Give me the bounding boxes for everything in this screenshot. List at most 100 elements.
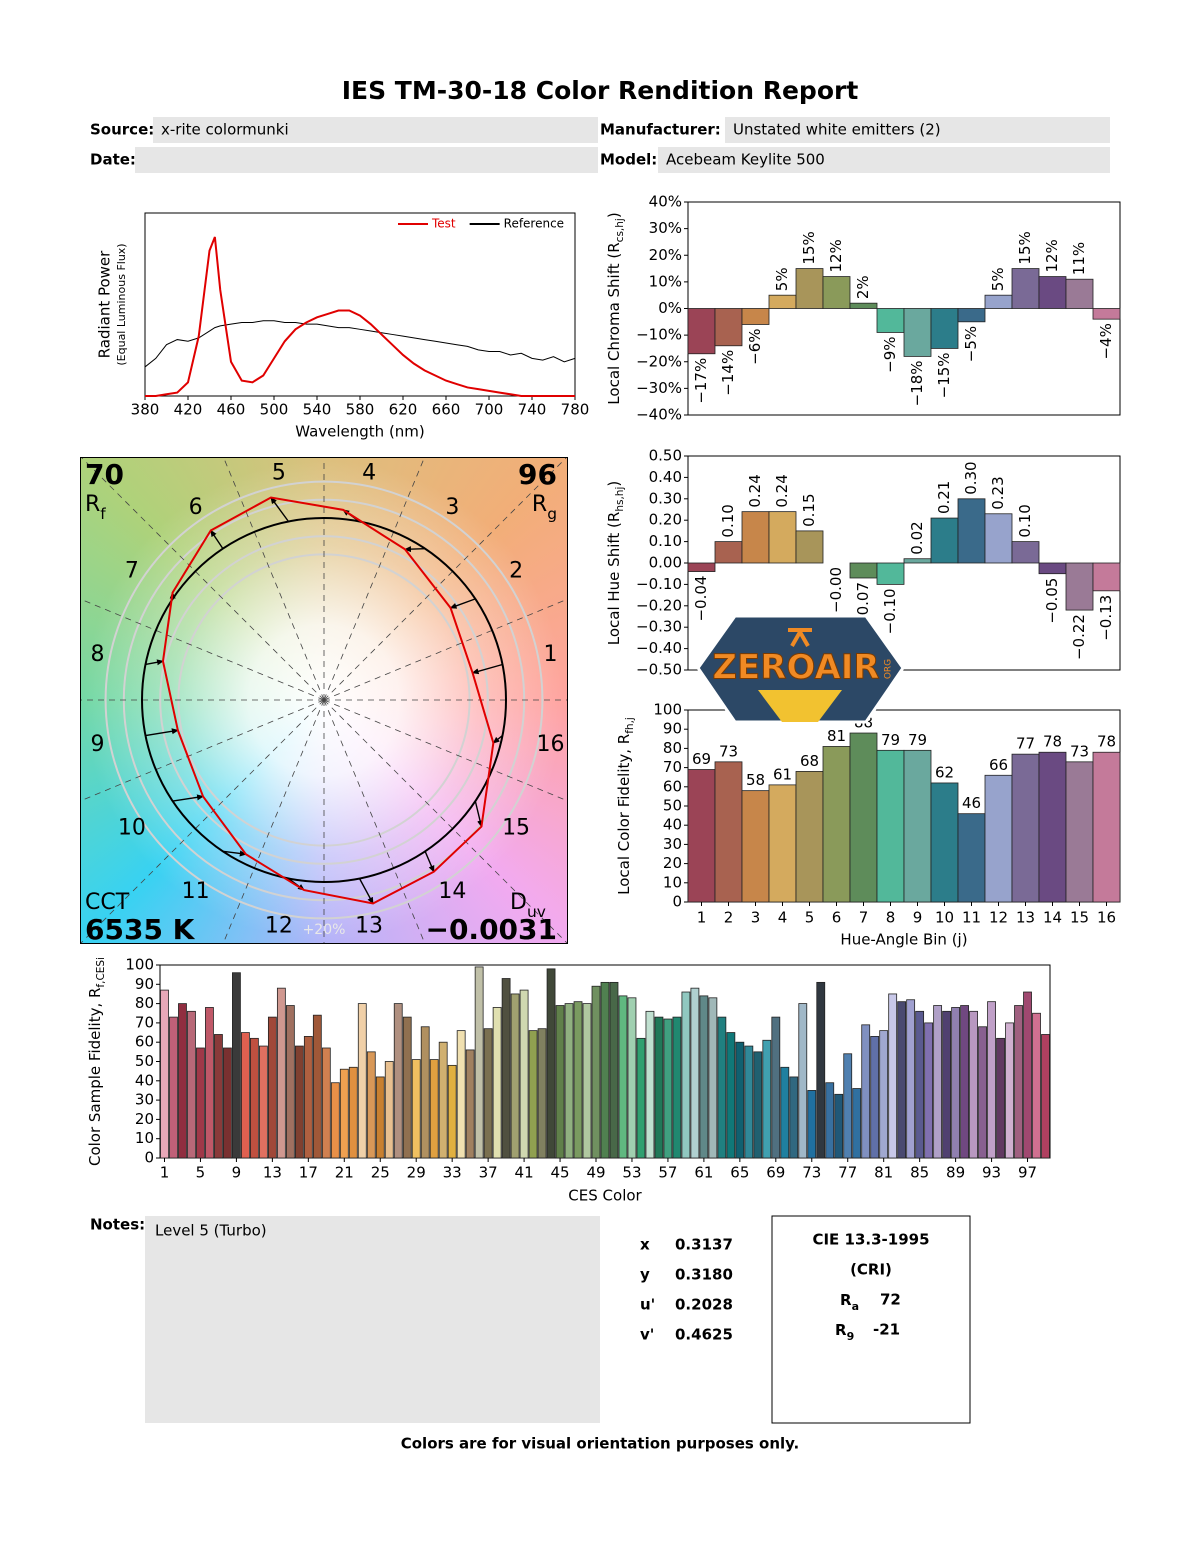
bar	[708, 997, 718, 1159]
bar	[627, 997, 637, 1159]
bar	[1041, 1034, 1050, 1159]
y-tick-label: 0.00	[649, 554, 682, 572]
bar	[876, 749, 905, 903]
shift-arrow	[358, 878, 374, 905]
legend-label: Reference	[504, 217, 564, 231]
y-tick-label: 100	[125, 956, 154, 974]
bar	[411, 1059, 421, 1159]
bar	[942, 1010, 952, 1159]
bin-label: 16	[537, 732, 565, 757]
field-label: Date:	[90, 151, 136, 169]
bin-divider	[81, 458, 325, 701]
rg-label-part: R	[532, 492, 547, 517]
ring	[104, 480, 544, 920]
bar	[555, 1005, 565, 1159]
x-tick-label: 580	[346, 401, 375, 419]
data-label: 78	[1097, 733, 1116, 751]
shift-arrow	[474, 800, 483, 828]
bar	[903, 749, 932, 903]
bar	[1005, 1022, 1014, 1159]
x-tick-label: 14	[1043, 909, 1062, 927]
data-label: −0.04	[692, 576, 710, 622]
y-tick-label: −0.50	[636, 661, 682, 679]
bar	[1011, 268, 1040, 309]
bar	[519, 989, 529, 1159]
y-axis-label-part: cs,hj	[614, 218, 626, 242]
bar	[714, 308, 743, 347]
x-tick-label: 97	[1018, 1164, 1037, 1182]
x-tick-label: 3	[751, 909, 761, 927]
y-axis-label: Local Chroma Shift (Rcs,hj)	[605, 212, 627, 404]
x-tick-label: 1	[697, 909, 707, 927]
x-tick-label: 33	[443, 1164, 462, 1182]
x-tick-label: 13	[1016, 909, 1035, 927]
bar	[384, 1061, 394, 1159]
bar	[528, 1030, 538, 1159]
y-tick-label: −40%	[636, 406, 682, 424]
bar	[1038, 751, 1067, 903]
field-label: Model:	[600, 151, 657, 169]
x-tick-label: 89	[946, 1164, 965, 1182]
y-tick-label: −20%	[636, 352, 682, 370]
bar	[924, 1022, 934, 1159]
logo-tag: ORG	[884, 659, 894, 679]
chromaticity-value: 0.3137	[675, 1236, 733, 1254]
field-value: Unstated white emitters (2)	[733, 121, 941, 139]
x-tick-label: 9	[232, 1164, 242, 1182]
bin-label: 5	[272, 460, 286, 485]
shift-arrow	[424, 851, 435, 873]
x-tick-label: 5	[805, 909, 815, 927]
bar	[249, 1037, 259, 1159]
bar	[687, 769, 716, 903]
plot-frame	[144, 212, 576, 397]
y-tick-label: 90	[663, 720, 682, 738]
data-label: 62	[935, 763, 954, 781]
bar	[822, 276, 851, 309]
ra-value: 72	[880, 1291, 901, 1309]
data-label: 0.15	[800, 493, 818, 526]
x-tick-label: 500	[260, 401, 289, 419]
bar	[672, 1016, 682, 1159]
bar	[735, 1041, 745, 1159]
bar	[375, 1076, 385, 1159]
data-label: 79	[881, 731, 900, 749]
y-tick-label: 0.40	[649, 468, 682, 486]
data-label: 5%	[773, 267, 791, 291]
x-tick-label: 17	[299, 1164, 318, 1182]
r9-value: -21	[873, 1321, 900, 1339]
x-tick-label: 29	[407, 1164, 426, 1182]
bar	[714, 761, 743, 903]
data-label: −6%	[746, 328, 764, 364]
bar	[474, 966, 484, 1159]
bar	[930, 782, 959, 903]
field-value: x-rite colormunki	[161, 121, 289, 139]
y-tick-label: 40%	[649, 193, 682, 211]
y-axis-label: Local Hue Shift (Rhs,hj)	[605, 481, 627, 645]
notes-label: Notes:	[90, 1216, 145, 1234]
bar	[687, 562, 716, 572]
bar	[834, 1093, 844, 1159]
y-tick-label: 40	[135, 1071, 154, 1089]
x-tick-label: 21	[335, 1164, 354, 1182]
bin-label: 12	[265, 914, 293, 939]
rf-label-part: f	[100, 505, 106, 523]
y-axis-label-part: )	[605, 212, 623, 218]
series-line	[144, 320, 576, 368]
bar	[348, 1066, 358, 1159]
rf-label-part: R	[85, 492, 100, 517]
bar	[1011, 541, 1040, 564]
ring	[159, 535, 489, 865]
y-tick-label: −0.10	[636, 575, 682, 593]
x-axis-label: Hue-Angle Bin (j)	[840, 931, 967, 949]
x-tick-label: 380	[131, 401, 160, 419]
bar	[420, 1026, 430, 1159]
bar	[241, 1032, 250, 1159]
bar	[714, 541, 743, 564]
bar	[1038, 276, 1067, 309]
x-tick-label: 780	[561, 401, 590, 419]
bar	[933, 1005, 943, 1159]
bar	[564, 1003, 574, 1159]
bar	[879, 1030, 889, 1159]
bar	[795, 268, 824, 309]
bin-divider	[323, 699, 567, 943]
